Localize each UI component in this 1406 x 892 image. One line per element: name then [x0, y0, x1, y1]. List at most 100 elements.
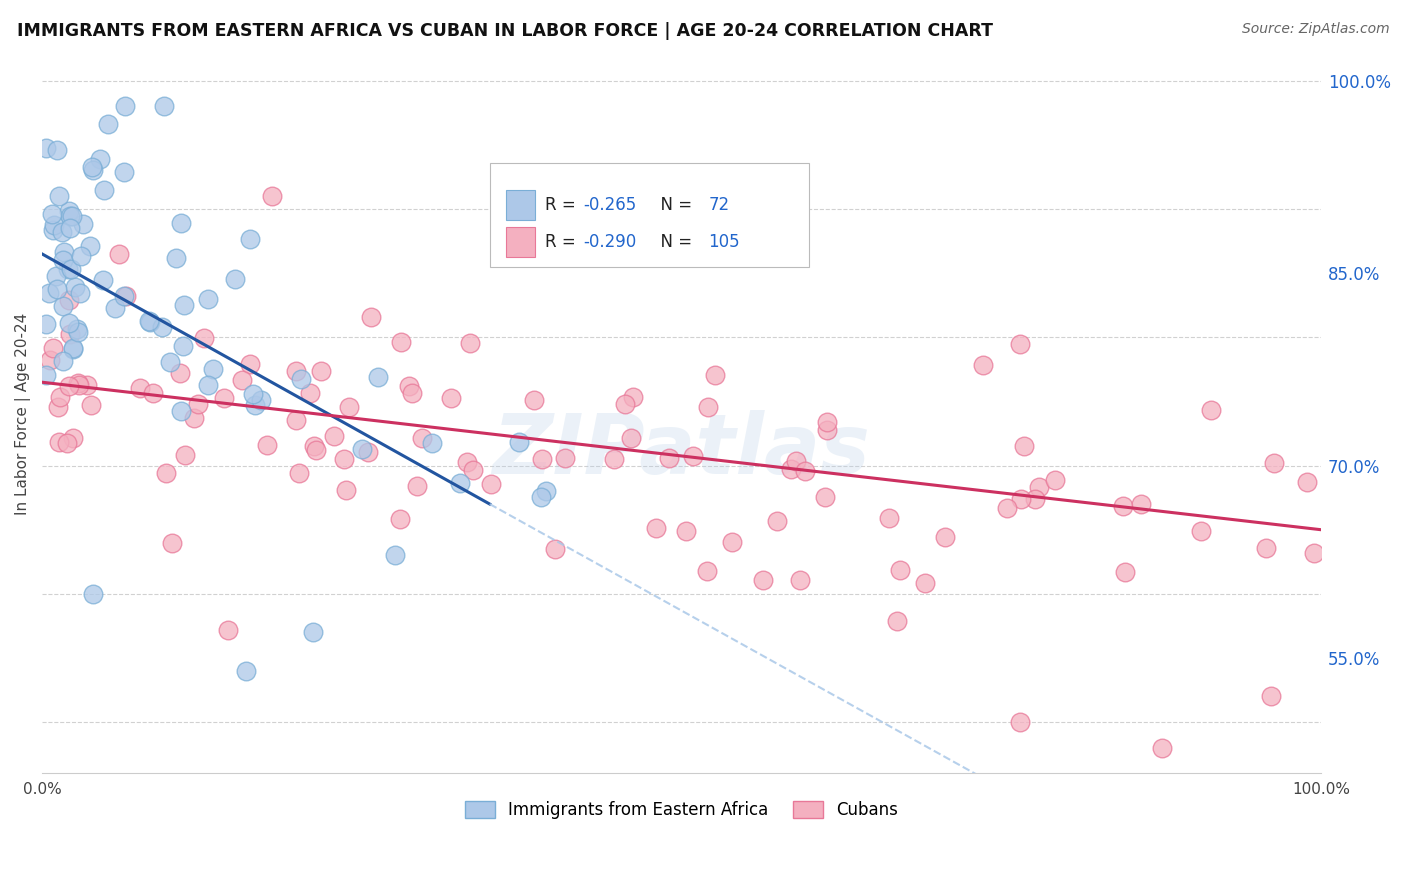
Text: -0.290: -0.290 — [583, 233, 637, 252]
Point — [245, 398, 267, 412]
Point — [456, 455, 478, 469]
Point — [401, 386, 423, 401]
FancyBboxPatch shape — [489, 163, 810, 267]
Point — [173, 448, 195, 462]
Point — [301, 625, 323, 640]
Point — [696, 564, 718, 578]
Point — [138, 313, 160, 327]
Text: ZIPatlas: ZIPatlas — [492, 409, 870, 491]
Point — [704, 368, 727, 382]
Point — [1263, 456, 1285, 470]
Point — [66, 326, 89, 340]
Point — [780, 462, 803, 476]
Point — [93, 183, 115, 197]
Point — [544, 541, 567, 556]
Point — [389, 335, 412, 350]
Point — [789, 573, 811, 587]
Point — [138, 315, 160, 329]
Point — [59, 326, 82, 341]
Point — [160, 536, 183, 550]
Point — [46, 400, 69, 414]
Text: N =: N = — [650, 196, 697, 214]
Point — [55, 435, 77, 450]
Point — [76, 378, 98, 392]
Point — [59, 221, 82, 235]
Point — [1010, 491, 1032, 506]
Point — [1260, 690, 1282, 704]
Point — [766, 514, 789, 528]
Point — [621, 390, 644, 404]
Point — [461, 463, 484, 477]
Point — [554, 450, 576, 465]
Point — [224, 272, 246, 286]
Point — [914, 576, 936, 591]
Bar — [506, 190, 534, 220]
Point — [59, 209, 82, 223]
Point — [159, 354, 181, 368]
Point — [1010, 337, 1032, 351]
Point — [406, 479, 429, 493]
Point — [150, 320, 173, 334]
Point — [682, 450, 704, 464]
Point — [449, 476, 471, 491]
Point — [72, 217, 94, 231]
Point — [458, 335, 481, 350]
Text: Source: ZipAtlas.com: Source: ZipAtlas.com — [1241, 22, 1389, 37]
Point — [67, 376, 90, 390]
Point — [508, 435, 530, 450]
Point — [1114, 565, 1136, 579]
Point — [335, 483, 357, 498]
Point — [62, 431, 84, 445]
Point — [398, 379, 420, 393]
Point — [721, 534, 744, 549]
Point — [58, 379, 80, 393]
Point — [1303, 546, 1326, 560]
Point — [52, 353, 75, 368]
Point — [48, 390, 70, 404]
Point — [239, 232, 262, 246]
Point — [60, 261, 83, 276]
Point — [42, 223, 65, 237]
Point — [1254, 541, 1277, 556]
Point — [217, 623, 239, 637]
Text: 72: 72 — [709, 196, 730, 214]
Point — [112, 289, 135, 303]
Point — [58, 203, 80, 218]
Point — [1130, 497, 1153, 511]
Point — [183, 411, 205, 425]
Point — [995, 500, 1018, 515]
Text: IMMIGRANTS FROM EASTERN AFRICA VS CUBAN IN LABOR FORCE | AGE 20-24 CORRELATION C: IMMIGRANTS FROM EASTERN AFRICA VS CUBAN … — [17, 22, 993, 40]
Point — [82, 163, 104, 178]
Point — [523, 392, 546, 407]
Point — [56, 261, 79, 276]
Point — [696, 401, 718, 415]
Point — [530, 490, 553, 504]
Text: R =: R = — [544, 196, 581, 214]
Point — [1028, 480, 1050, 494]
Point — [333, 452, 356, 467]
Point — [302, 439, 325, 453]
Point — [80, 160, 103, 174]
Point — [1008, 715, 1031, 730]
Point — [886, 614, 908, 628]
Point — [41, 207, 63, 221]
Point — [142, 386, 165, 401]
Point — [62, 341, 84, 355]
Legend: Immigrants from Eastern Africa, Cubans: Immigrants from Eastern Africa, Cubans — [458, 795, 905, 826]
Point — [97, 117, 120, 131]
Point — [48, 434, 70, 449]
Point — [231, 373, 253, 387]
Point — [290, 372, 312, 386]
Point — [152, 99, 174, 113]
Point — [112, 165, 135, 179]
Point — [285, 363, 308, 377]
Point — [193, 331, 215, 345]
Point — [35, 368, 58, 383]
Point — [613, 397, 636, 411]
Point — [360, 310, 382, 324]
Point — [815, 415, 838, 429]
Point — [42, 218, 65, 232]
Point — [411, 431, 433, 445]
Point — [420, 435, 443, 450]
Point — [1199, 402, 1222, 417]
